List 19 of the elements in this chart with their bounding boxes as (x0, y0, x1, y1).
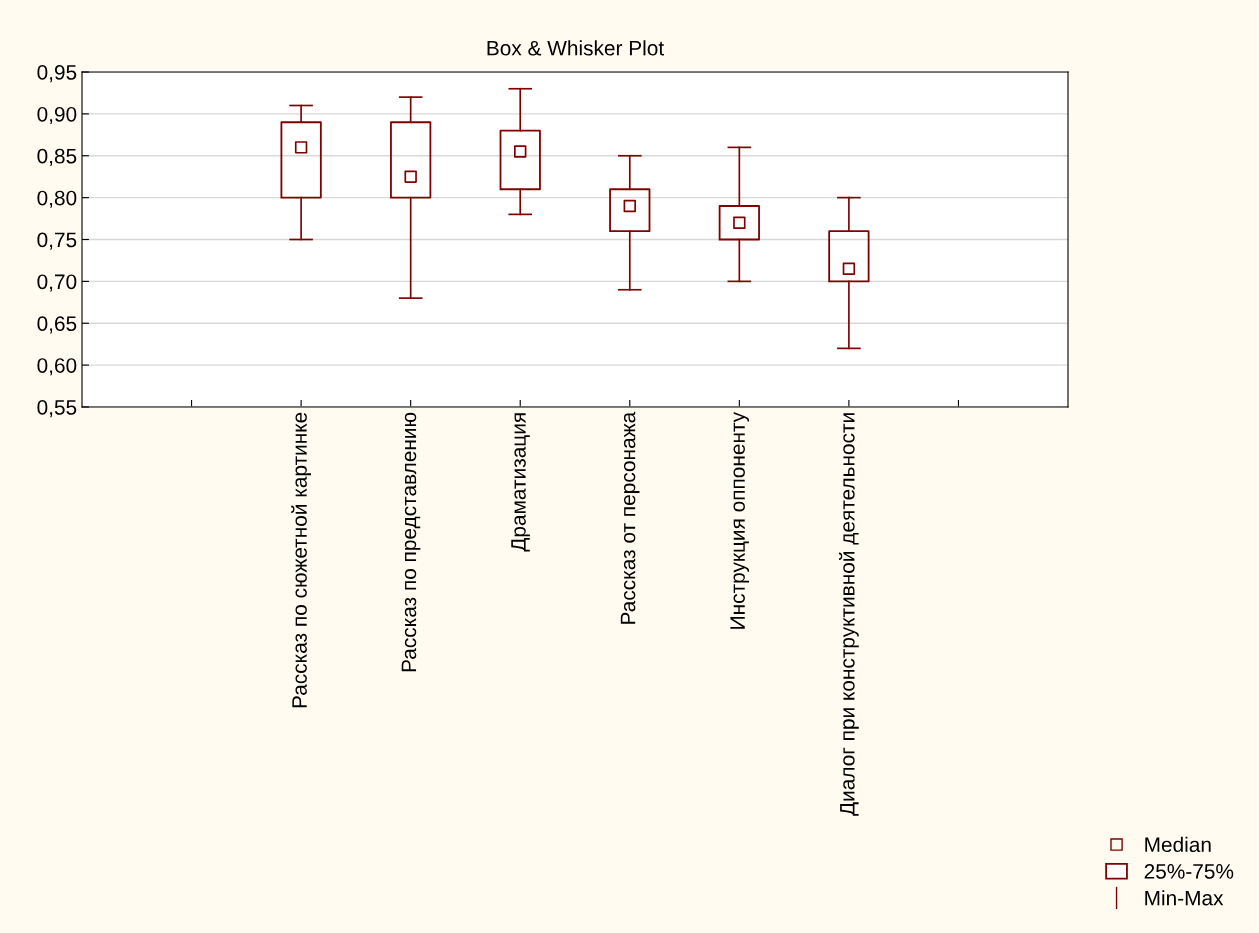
y-tick-label: 0,65 (37, 316, 77, 334)
x-tick-label: Диалог при конструктивной деятельности (839, 413, 859, 816)
x-tick-label: Инструкция оппоненту (730, 411, 750, 629)
y-tick-label: 0,70 (37, 274, 77, 292)
y-tick-label: 0,85 (37, 148, 77, 166)
x-tick-label: Рассказ по сюжетной картинке (291, 412, 311, 708)
y-tick-label: 0,75 (37, 232, 77, 250)
text: Min-Max (1145, 890, 1224, 906)
chart-title: Box & Whisker Plot (487, 40, 664, 56)
y-tick-label: 0,55 (37, 400, 77, 418)
x-tick-label: Драматизация (511, 413, 530, 552)
y-tick-label: 0,90 (37, 106, 77, 125)
y-tick-label: 0,60 (37, 358, 77, 376)
x-tick-label: Рассказ от персонажа (620, 411, 640, 624)
text: 25%-75% (1144, 864, 1234, 879)
text: Median (1145, 836, 1211, 853)
y-tick-label: 0,95 (37, 65, 77, 83)
y-tick-label: 0,80 (37, 190, 77, 208)
x-tick-label: Рассказ по представлению (401, 412, 421, 672)
